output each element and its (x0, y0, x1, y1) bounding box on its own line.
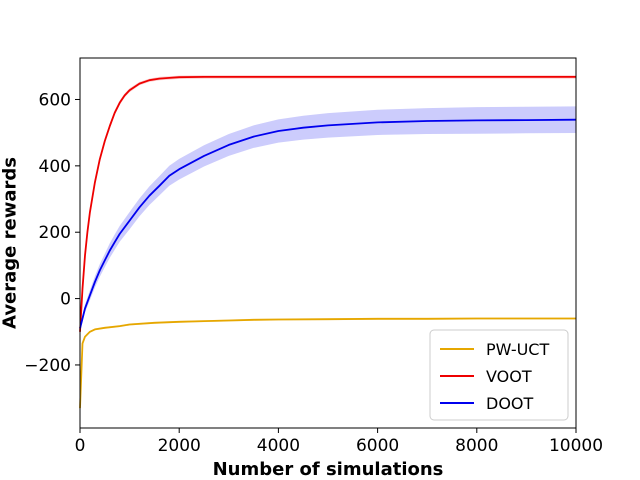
line-doot (79, 118, 577, 329)
x-tick-label: 8000 (455, 436, 498, 456)
x-tick-label: 2000 (158, 436, 201, 456)
x-tick-label: 4000 (257, 436, 300, 456)
x-tick-label: 0 (75, 436, 86, 456)
confidence-bands (80, 75, 576, 410)
y-axis-label: Average rewards (0, 157, 21, 329)
band-doot (80, 106, 576, 332)
legend-label: PW-UCT (486, 340, 549, 359)
y-tick-label: 400 (39, 157, 71, 177)
x-axis-label: Number of simulations (213, 459, 444, 480)
y-axis-ticks: −200 0 200 400 600 (24, 90, 80, 376)
series-lines (79, 76, 577, 409)
y-tick-label: 200 (39, 223, 71, 243)
x-tick-label: 6000 (356, 436, 399, 456)
y-tick-label: 0 (60, 290, 71, 310)
legend-box (429, 329, 569, 421)
y-tick-label: −200 (24, 356, 71, 376)
x-axis-ticks: 0 2000 4000 6000 8000 10000 (75, 428, 603, 456)
legend-label: DOOT (486, 394, 534, 413)
plot-area-frame (79, 57, 577, 429)
legend-label: VOOT (486, 367, 532, 386)
y-tick-label: 600 (39, 90, 71, 110)
x-tick-label: 10000 (549, 436, 603, 456)
legend: PW-UCT VOOT DOOT (429, 329, 569, 421)
line-voot (79, 76, 576, 332)
line-pw-uct (79, 317, 576, 409)
